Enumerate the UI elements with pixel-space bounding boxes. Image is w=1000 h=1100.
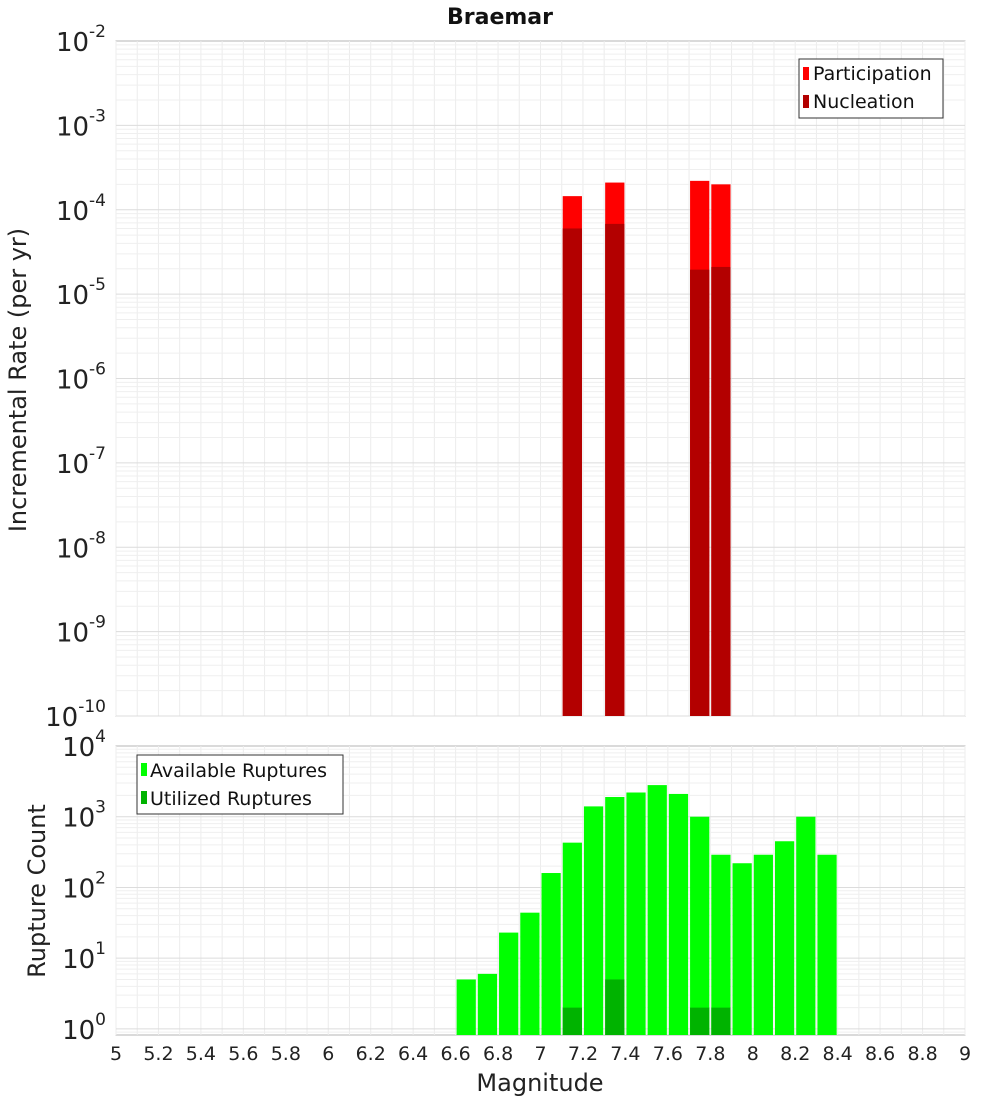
x-tick-label: 6.8 [483,1043,513,1065]
chart-title: Braemar [447,5,553,30]
bottom-y-ticks: 100 101 102 103 104 [62,727,106,1046]
y-tick-label: 10-4 [56,191,106,227]
top-y-axis-label: Incremental Rate (per yr) [4,228,32,532]
y-tick-label: 10-9 [56,613,106,649]
top-legend-box [798,58,944,119]
y-tick-label: 104 [62,727,106,763]
y-tick-label: 10-3 [56,106,106,142]
x-tick-label: 8.2 [780,1043,810,1065]
bottom-bar-a [520,912,540,1035]
x-tick-label: 8.6 [865,1043,895,1065]
x-tick-label: 6.2 [356,1043,386,1065]
x-tick-label: 5.4 [186,1043,216,1065]
bottom-bar-a [817,854,837,1035]
x-tick-label: 7 [534,1043,546,1065]
x-ticks: 5 5.2 5.4 5.6 5.8 6 6.2 6.4 6.6 6.8 7 7.2 7.4 7.6 7.8 8… [110,1043,971,1065]
bottom-bar-a [583,806,604,1035]
x-tick-label: 5.8 [271,1043,301,1065]
bottom-bar-b [690,1007,710,1035]
bottom-bar-a [690,816,710,1035]
x-tick-label: 7.2 [568,1043,598,1065]
bottom-bar-a [796,816,816,1035]
bottom-bar-a [605,797,625,1035]
bottom-y-axis-label: Rupture Count [23,804,51,978]
y-tick-label: 10-2 [56,22,106,58]
x-tick-label: 8.8 [907,1043,937,1065]
x-tick-label: 5.2 [143,1043,173,1065]
top-bar-b [711,266,731,716]
y-tick-label: 10-10 [45,697,106,733]
bottom-bar-a [774,841,795,1035]
y-tick-label: 10-7 [56,444,106,480]
bottom-bar-a [668,793,689,1035]
y-tick-label: 102 [62,868,106,904]
y-tick-label: 100 [62,1010,106,1046]
x-tick-label: 7.6 [653,1043,683,1065]
bottom-bar-a [647,785,667,1035]
x-tick-label: 6 [322,1043,334,1065]
bottom-bar-b [605,979,625,1035]
top-bar-b [605,223,625,716]
y-tick-label: 101 [62,939,106,975]
x-tick-label: 6.4 [398,1043,428,1065]
legend-swatch-utilized [141,791,147,804]
bottom-bars [456,785,837,1035]
x-tick-label: 7.4 [610,1043,640,1065]
bottom-bar-a [477,973,498,1035]
x-tick-label: 9 [959,1043,971,1065]
bottom-bar-a [541,873,561,1035]
top-panel: 10-10 10-9 10-8 10-7 10-6 10-5 10-4 10-3 10-2 In… [4,22,966,733]
legend-swatch-available [141,763,147,776]
y-tick-label: 10-8 [56,528,106,564]
x-tick-label: 6.6 [440,1043,470,1065]
top-y-ticks: 10-10 10-9 10-8 10-7 10-6 10-5 10-4 10-3 10-2 [45,22,106,733]
bottom-bar-a [753,854,773,1035]
x-tick-label: 8 [747,1043,759,1065]
legend-swatch-participation [803,67,809,80]
x-tick-label: 5 [110,1043,122,1065]
y-tick-label: 10-6 [56,360,106,396]
y-tick-label: 103 [62,798,106,834]
x-tick-label: 8.4 [823,1043,853,1065]
legend-label-utilized: Utilized Ruptures [150,788,312,810]
x-tick-label: 7.8 [695,1043,725,1065]
bottom-bar-a [626,792,646,1035]
top-bar-b [690,269,710,716]
x-axis-label: Magnitude [476,1069,603,1097]
bottom-bar-b [562,1007,582,1035]
bottom-legend: Available Ruptures Utilized Ruptures [136,754,344,815]
x-tick-label: 5.6 [228,1043,258,1065]
bottom-bar-a [562,842,582,1035]
legend-label-nucleation: Nucleation [813,91,915,113]
legend-label-participation: Participation [813,63,932,85]
y-tick-label: 10-5 [56,275,106,311]
bottom-bar-a [732,863,752,1035]
bottom-bar-b [711,1007,731,1035]
bottom-bar-a [456,979,476,1035]
legend-label-available: Available Ruptures [150,760,327,782]
legend-swatch-nucleation [803,95,809,108]
top-bars [562,180,731,717]
bottom-panel: 100 101 102 103 104 5 5.2 5.4 5.6 5.8 6 6.2 6.4 6.6 6… [23,727,971,1097]
bottom-bar-a [711,854,731,1035]
bottom-bar-a [499,932,519,1035]
top-bar-b [562,228,582,716]
top-legend: Participation Nucleation [798,58,944,119]
top-grid [115,41,966,717]
bottom-legend-box [136,754,344,815]
